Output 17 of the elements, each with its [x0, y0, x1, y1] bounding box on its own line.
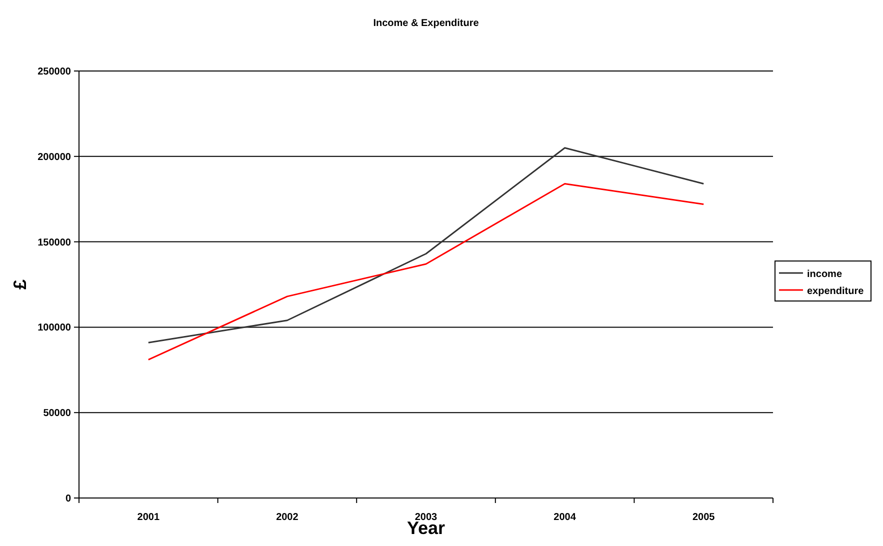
y-tick-label: 0: [65, 494, 72, 504]
chart-title: Income & Expenditure: [373, 18, 480, 29]
x-tick-label: 2003: [414, 512, 438, 523]
line-series: [148, 147, 704, 344]
y-axis-title: £: [10, 279, 30, 290]
x-tick-label: 2002: [276, 512, 299, 523]
y-tick-label: 50000: [43, 408, 72, 420]
x-tick-label: 2004: [554, 512, 576, 523]
legend-label: income: [807, 269, 842, 280]
y-tick-label: 100000: [38, 322, 72, 334]
line-series: [148, 182, 704, 360]
y-tick-label: 200000: [38, 152, 72, 163]
x-tick-label: 2005: [692, 512, 716, 523]
x-tick-label: 2001: [137, 512, 160, 523]
y-tick-label: 150000: [38, 237, 72, 248]
y-tick-label: 250000: [38, 66, 72, 78]
legend-label: expenditure: [807, 286, 864, 297]
